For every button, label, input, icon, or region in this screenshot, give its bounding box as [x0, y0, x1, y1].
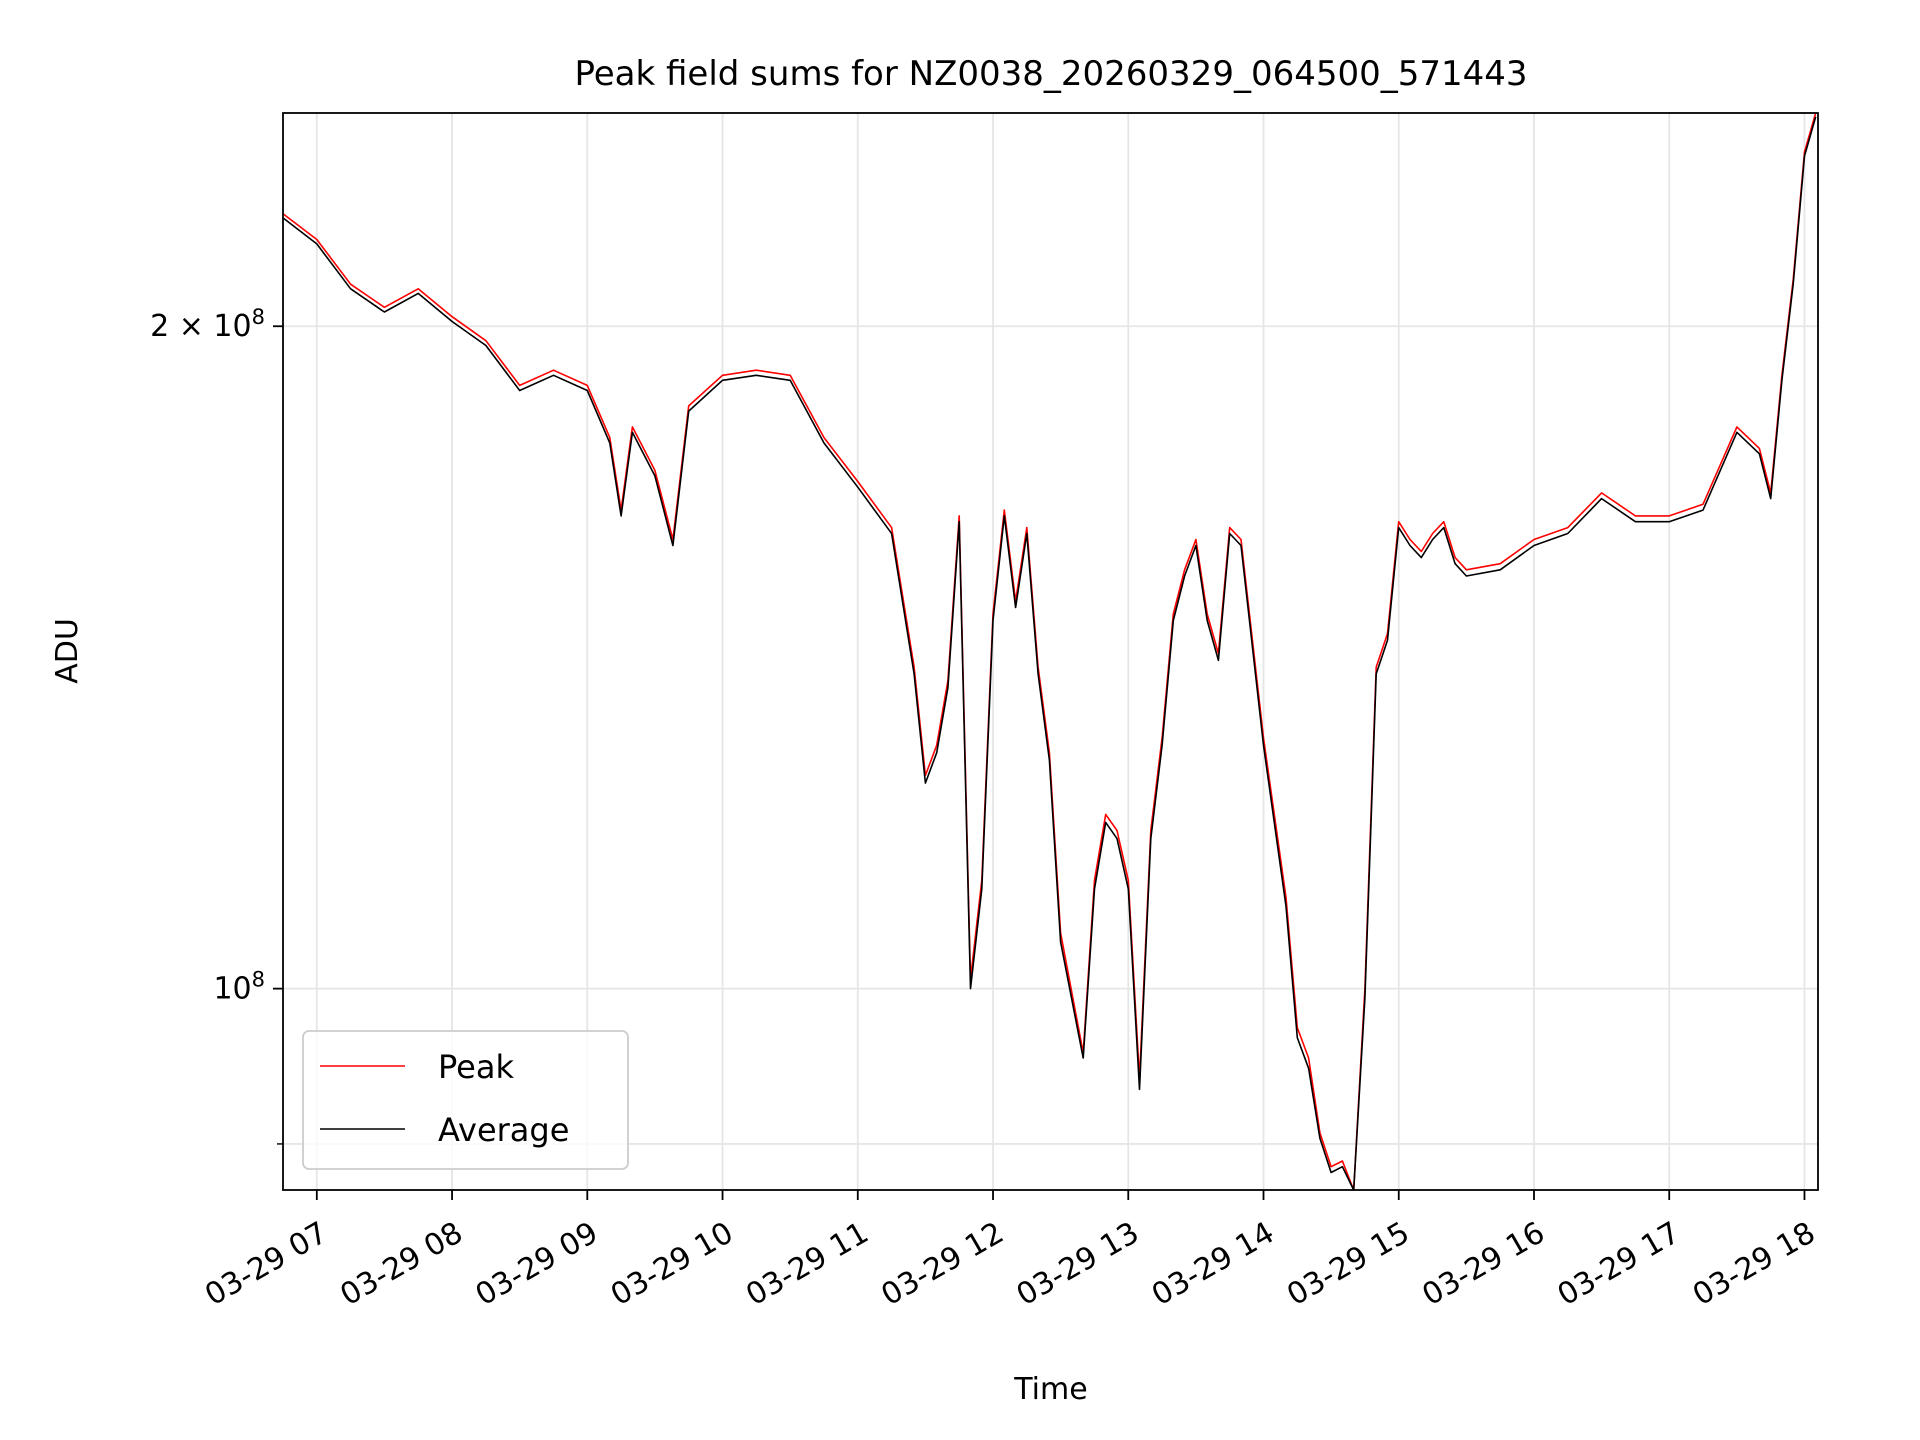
y-axis: 108 2 × 108 [150, 305, 283, 1145]
y-axis-label: ADU [50, 618, 85, 684]
legend: Peak Average [302, 1030, 629, 1170]
x-axis-label: Time [1013, 1372, 1087, 1407]
legend-label-peak: Peak [438, 1048, 514, 1086]
y-tick-label: 108 [213, 968, 265, 1007]
plot-frame [282, 112, 1819, 1191]
chart-title: Peak field sums for NZ0038_20260329_0645… [574, 54, 1527, 94]
series-line-average [282, 116, 1817, 1191]
series-group [282, 112, 1817, 1191]
y-tick-label: 2 × 108 [150, 305, 265, 344]
grid [283, 113, 1818, 1190]
legend-label-average: Average [438, 1111, 569, 1149]
